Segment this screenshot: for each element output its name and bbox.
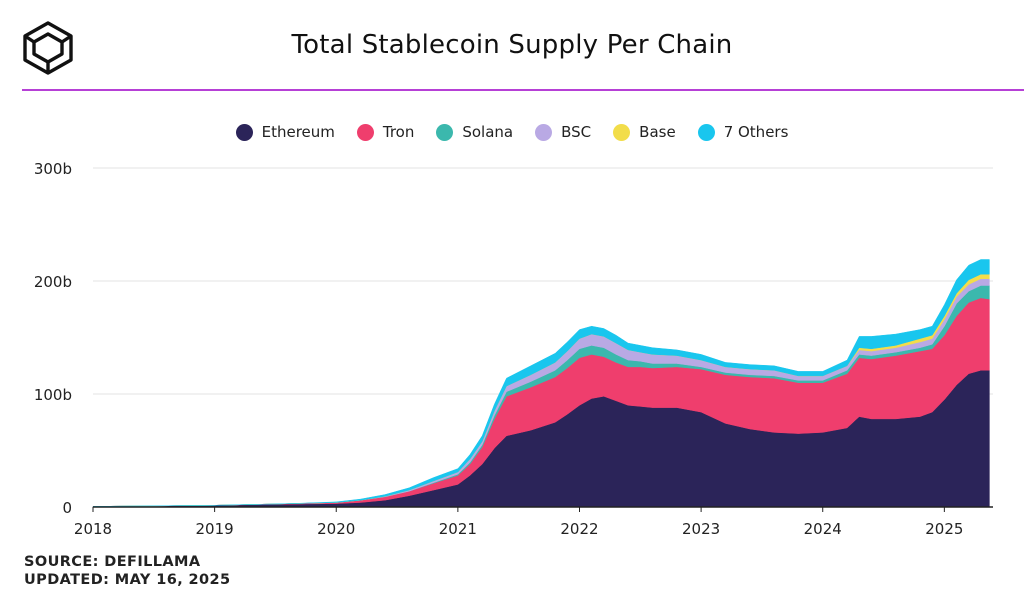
series-area-7-others bbox=[92, 259, 990, 507]
legend-label: Base bbox=[639, 123, 676, 141]
title-divider bbox=[22, 89, 1024, 91]
legend-label: BSC bbox=[561, 123, 592, 141]
updated-text: UPDATED: MAY 16, 2025 bbox=[24, 572, 231, 588]
x-tick-label: 2023 bbox=[682, 520, 720, 538]
x-tick-label: 2018 bbox=[74, 520, 112, 538]
legend-swatch bbox=[436, 123, 454, 141]
legend-swatch bbox=[356, 123, 374, 141]
y-tick-label: 300b bbox=[34, 160, 72, 178]
legend-swatch bbox=[235, 123, 253, 141]
legend-item-7-others[interactable]: 7 Others bbox=[697, 123, 789, 141]
legend-swatch bbox=[613, 123, 631, 141]
legend-item-bsc[interactable]: BSC bbox=[535, 123, 591, 141]
x-tick-label: 2020 bbox=[317, 520, 355, 538]
legend-item-solana[interactable]: Solana bbox=[436, 123, 513, 141]
legend-label: 7 Others bbox=[723, 123, 789, 141]
y-tick-label: 0 bbox=[62, 499, 72, 517]
legend-item-ethereum[interactable]: Ethereum bbox=[235, 123, 335, 141]
x-tick-label: 2021 bbox=[439, 520, 477, 538]
legend-item-base[interactable]: Base bbox=[613, 123, 676, 141]
x-tick-label: 2025 bbox=[925, 520, 963, 538]
legend-swatch bbox=[535, 123, 553, 141]
x-tick-label: 2024 bbox=[804, 520, 842, 538]
x-tick-label: 2022 bbox=[560, 520, 598, 538]
legend-label: Ethereum bbox=[261, 123, 335, 141]
y-tick-label: 200b bbox=[34, 273, 72, 291]
legend-label: Tron bbox=[382, 123, 415, 141]
legend-label: Solana bbox=[462, 123, 514, 141]
page-title: Total Stablecoin Supply Per Chain bbox=[291, 30, 733, 60]
source-text: SOURCE: DEFILLAMA bbox=[24, 554, 201, 570]
cube-logo-icon bbox=[23, 21, 73, 75]
legend-item-tron[interactable]: Tron bbox=[356, 123, 415, 141]
chart-legend: Ethereum Tron Solana BSC Base 7 Others bbox=[0, 121, 1024, 143]
source-note: SOURCE: DEFILLAMA UPDATED: MAY 16, 2025 bbox=[24, 553, 231, 589]
legend-swatch bbox=[697, 123, 715, 141]
x-tick-label: 2019 bbox=[196, 520, 234, 538]
y-tick-label: 100b bbox=[34, 386, 72, 404]
